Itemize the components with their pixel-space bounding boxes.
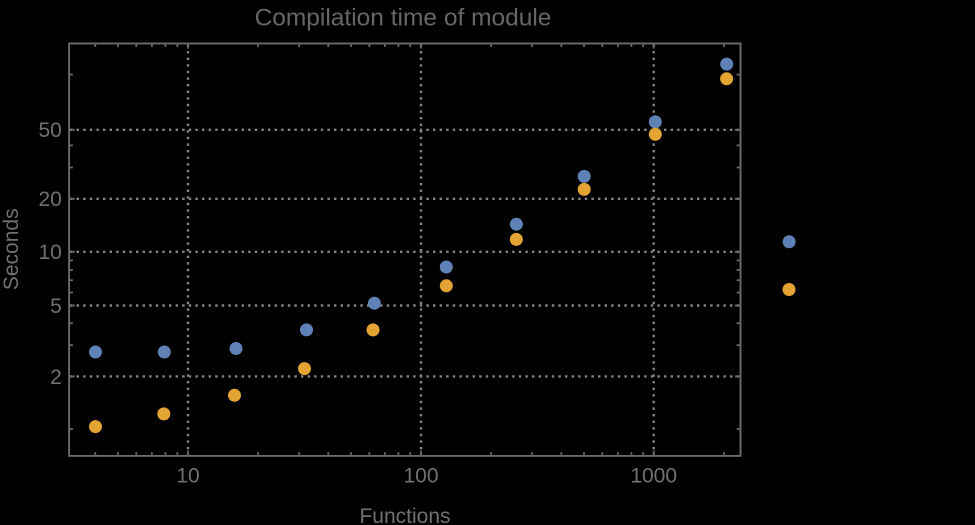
svg-text:2: 2 [50, 366, 62, 389]
svg-text:50: 50 [38, 119, 61, 142]
svg-text:100: 100 [403, 464, 438, 487]
svg-text:Seconds: Seconds [0, 208, 23, 290]
svg-text:20: 20 [38, 188, 61, 211]
svg-text:Functions: Functions [359, 505, 450, 525]
svg-text:Compilation time of module: Compilation time of module [255, 4, 552, 31]
svg-text:10: 10 [176, 464, 199, 487]
svg-text:5: 5 [50, 295, 62, 318]
svg-text:10: 10 [38, 241, 61, 264]
svg-text:1000: 1000 [630, 464, 677, 487]
